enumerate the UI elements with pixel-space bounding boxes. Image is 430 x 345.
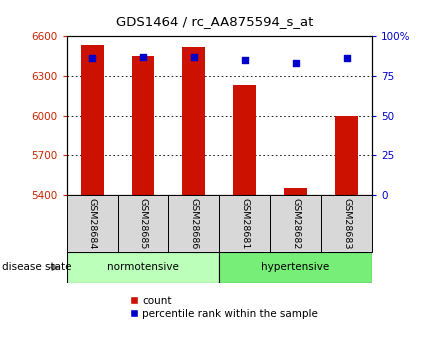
- Bar: [117, 195, 169, 252]
- Bar: [67, 195, 117, 252]
- Bar: [132, 56, 154, 195]
- Text: hypertensive: hypertensive: [261, 263, 330, 272]
- Legend: count, percentile rank within the sample: count, percentile rank within the sample: [126, 292, 322, 323]
- Bar: [182, 47, 205, 195]
- Text: GSM28683: GSM28683: [342, 198, 351, 249]
- Text: GSM28686: GSM28686: [189, 198, 198, 249]
- Bar: [284, 188, 307, 195]
- Bar: [81, 46, 104, 195]
- Text: GSM28682: GSM28682: [291, 198, 300, 249]
- Bar: [321, 195, 372, 252]
- Bar: [219, 252, 372, 283]
- Bar: [67, 252, 219, 283]
- Text: GDS1464 / rc_AA875594_s_at: GDS1464 / rc_AA875594_s_at: [116, 16, 314, 29]
- Bar: [169, 195, 219, 252]
- Bar: [335, 116, 358, 195]
- Text: disease state: disease state: [2, 263, 72, 272]
- Bar: [233, 85, 256, 195]
- Point: [89, 56, 95, 61]
- Point: [343, 56, 350, 61]
- Text: GSM28681: GSM28681: [240, 198, 249, 249]
- Bar: [219, 195, 270, 252]
- Point: [241, 57, 248, 63]
- Text: GSM28685: GSM28685: [138, 198, 147, 249]
- Text: GSM28684: GSM28684: [88, 198, 97, 249]
- Point: [190, 54, 197, 60]
- Point: [139, 54, 146, 60]
- Point: [292, 60, 299, 66]
- Text: normotensive: normotensive: [107, 263, 179, 272]
- Bar: [270, 195, 321, 252]
